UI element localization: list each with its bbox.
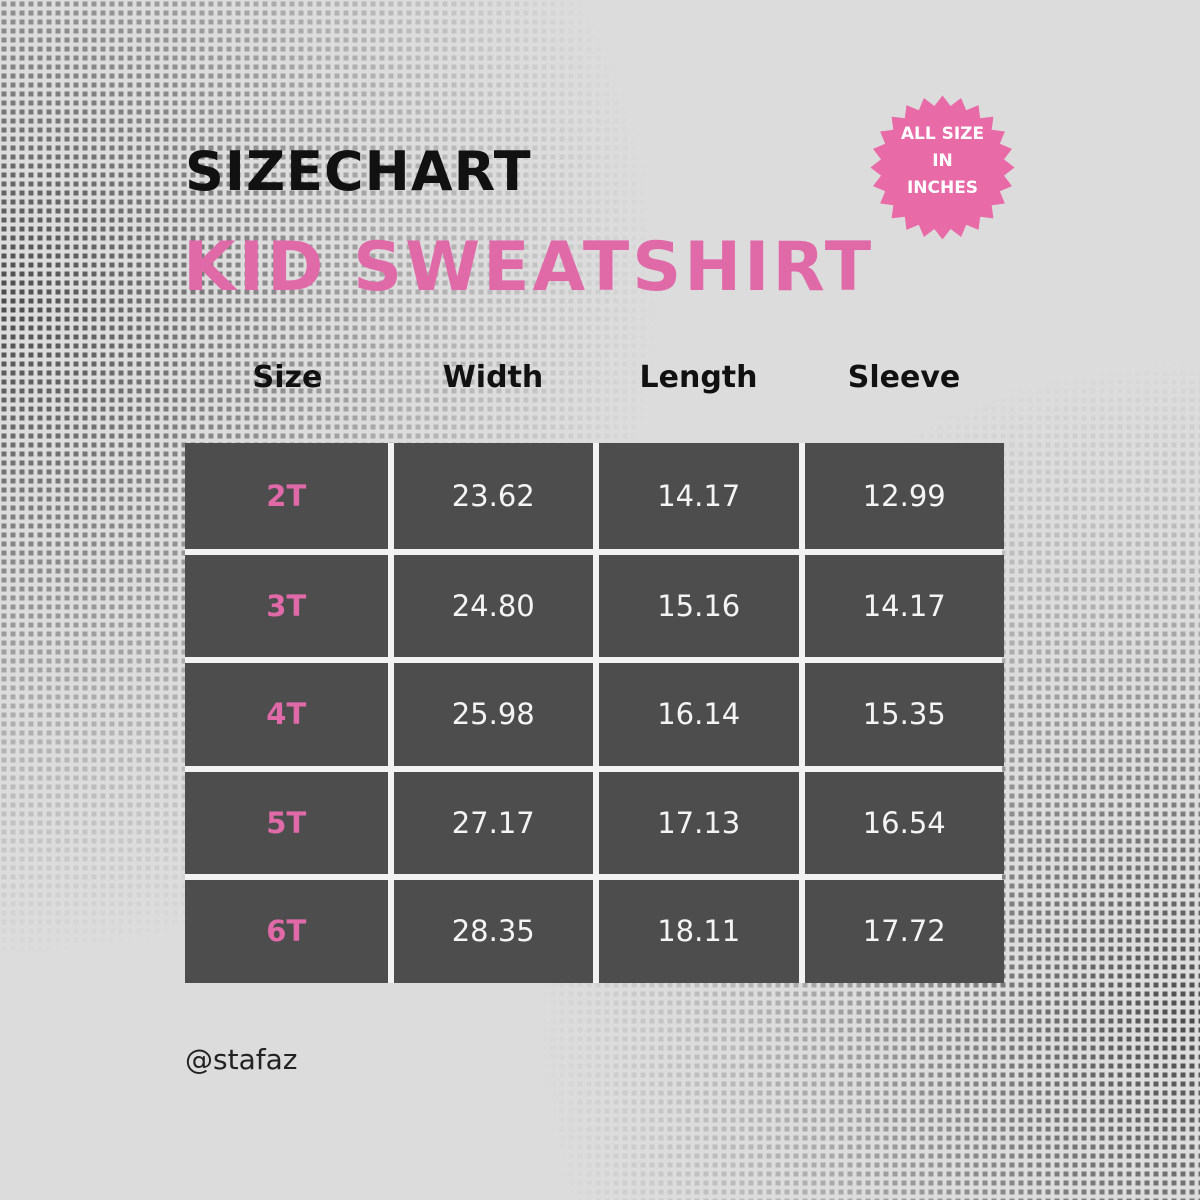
value-cell: 24.80 [393,554,593,657]
column-header: Width [442,360,544,395]
value-cell: 16.54 [804,771,1004,874]
value-cell: 18.11 [599,880,799,983]
value-cell: 14.17 [804,554,1004,657]
value-cell: 23.62 [393,443,593,549]
size-table: 2T 23.62 14.17 12.99 3T 24.80 15.16 14.17 4T 25.9… [185,443,1004,983]
size-cell: 5T [185,771,388,874]
column-header: Sleeve [847,360,961,395]
size-cell: 6T [185,880,388,983]
badge-text: IN [932,151,953,171]
badge-text: INCHES [907,178,978,198]
value-cell: 15.35 [804,663,1004,766]
subtitle: KID SWEATSHIRT [183,228,875,307]
value-cell: 27.17 [393,771,593,874]
footer-handle: @stafaz [185,1043,298,1076]
badge-text: ALL SIZE [901,124,984,144]
column-header: Size [252,360,323,395]
badge-shape [870,95,1015,240]
value-cell: 15.16 [599,554,799,657]
value-cell: 17.13 [599,771,799,874]
value-cell: 17.72 [804,880,1004,983]
size-cell: 2T [185,443,388,549]
value-cell: 25.98 [393,663,593,766]
title: SIZECHART [185,140,532,203]
size-cell: 3T [185,554,388,657]
size-cell: 4T [185,663,388,766]
value-cell: 12.99 [804,443,1004,549]
column-header: Length [639,360,758,395]
value-cell: 14.17 [599,443,799,549]
value-cell: 16.14 [599,663,799,766]
badge: ALL SIZE IN INCHES [870,95,1015,240]
value-cell: 28.35 [393,880,593,983]
